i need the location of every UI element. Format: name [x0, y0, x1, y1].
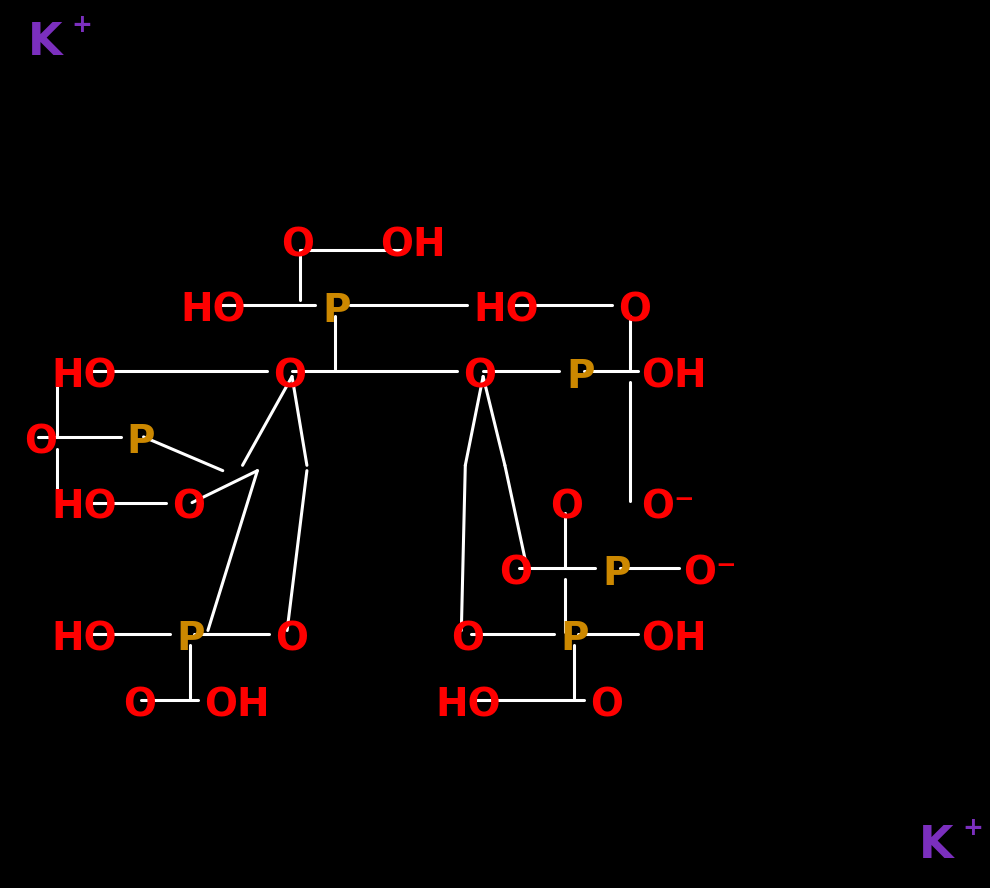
Text: O: O — [463, 358, 496, 395]
Text: HO: HO — [51, 489, 117, 527]
Text: K: K — [28, 21, 62, 64]
Text: P: P — [176, 621, 205, 658]
Text: OH: OH — [642, 358, 707, 395]
Text: O: O — [273, 358, 306, 395]
Text: OH: OH — [642, 621, 707, 658]
Text: O: O — [123, 686, 155, 724]
Text: O⁻: O⁻ — [642, 489, 695, 527]
Text: O: O — [281, 226, 314, 264]
Text: O: O — [275, 621, 308, 658]
Text: P: P — [566, 358, 595, 395]
Text: +: + — [962, 815, 983, 840]
Text: K: K — [919, 824, 953, 867]
Text: O: O — [451, 621, 484, 658]
Text: O: O — [172, 489, 205, 527]
Text: +: + — [71, 12, 92, 37]
Text: O: O — [618, 292, 650, 329]
Text: O: O — [499, 555, 532, 592]
Text: P: P — [323, 292, 351, 329]
Text: HO: HO — [473, 292, 539, 329]
Text: O⁻: O⁻ — [683, 555, 737, 592]
Text: O: O — [24, 424, 56, 461]
Text: HO: HO — [51, 621, 117, 658]
Text: HO: HO — [436, 686, 501, 724]
Text: P: P — [602, 555, 631, 592]
Text: HO: HO — [51, 358, 117, 395]
Text: P: P — [560, 621, 589, 658]
Text: O: O — [550, 489, 583, 527]
Text: P: P — [127, 424, 155, 461]
Text: HO: HO — [180, 292, 246, 329]
Text: OH: OH — [380, 226, 446, 264]
Text: OH: OH — [204, 686, 269, 724]
Text: O: O — [590, 686, 623, 724]
